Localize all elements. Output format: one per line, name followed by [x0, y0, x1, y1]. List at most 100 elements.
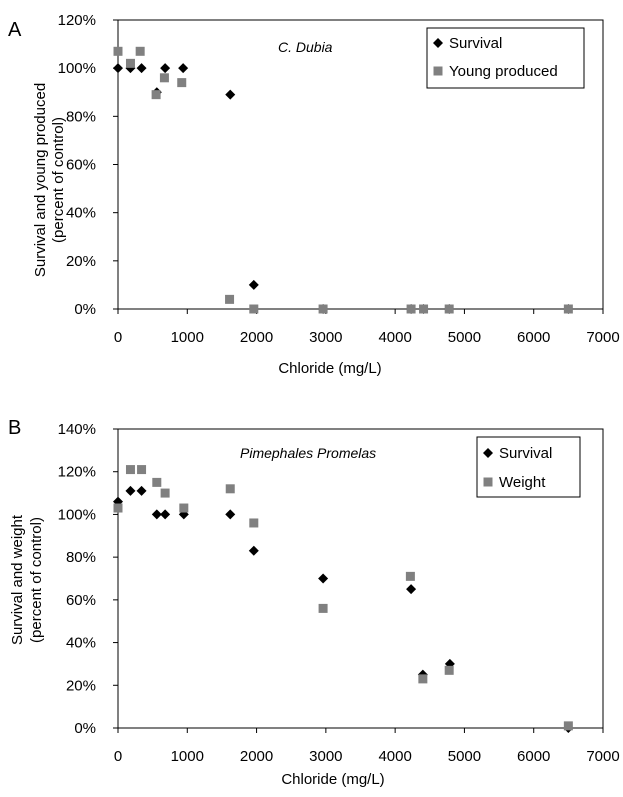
legend-marker-survival-a: [433, 38, 443, 48]
point-survival-b: [160, 509, 171, 520]
species-annotation-a: C. Dubia: [278, 39, 333, 55]
y-tick-label-a: 40%: [66, 205, 96, 222]
data-points-a: [113, 46, 574, 314]
legend-box-a: [426, 27, 585, 89]
point-survival-b: [178, 509, 189, 520]
x-tick-label-a: 0: [114, 329, 122, 346]
panel-label-a: A: [8, 19, 22, 41]
point-young-produced-a: [159, 73, 169, 83]
point-survival-a: [160, 63, 171, 74]
point-survival-b: [406, 584, 417, 595]
point-weight-b: [318, 603, 328, 613]
point-survival-a: [125, 63, 136, 74]
point-survival-b: [136, 485, 147, 496]
x-tick-label-a: 4000: [378, 329, 411, 346]
y-ticks-b: 0% 20% 40% 60% 80% 100% 120% 140%: [58, 421, 118, 737]
point-weight-b: [405, 571, 415, 581]
y-tick-label-b: 40%: [66, 635, 96, 652]
point-young-produced-a: [406, 304, 416, 314]
point-young-produced-a: [135, 46, 145, 56]
chart-a: A 0% 20% 40% 60% 80% 100% 120% 0 1000 2000 3000 40…: [8, 12, 620, 377]
y-tick-label-a: 20%: [66, 253, 96, 270]
point-young-produced-a: [444, 304, 454, 314]
point-weight-b: [160, 488, 170, 498]
point-survival-a: [248, 279, 259, 290]
x-tick-label-b: 5000: [448, 748, 481, 765]
data-points-b: [113, 465, 574, 733]
x-tick-label-b: 6000: [517, 748, 550, 765]
legend-label-survival-b: Survival: [499, 445, 552, 462]
x-tick-label-a: 5000: [448, 329, 481, 346]
legend-marker-survival-b: [483, 448, 493, 458]
point-weight-b: [418, 674, 428, 684]
y-tick-label-a: 60%: [66, 157, 96, 174]
x-tick-label-b: 1000: [171, 748, 204, 765]
x-ticks-a: 0 1000 2000 3000 4000 5000 6000 7000: [114, 309, 620, 346]
point-weight-b: [113, 503, 123, 513]
legend-marker-young-produced-a: [433, 66, 443, 76]
point-weight-b: [225, 484, 235, 494]
y-tick-label-a: 0%: [74, 301, 96, 318]
point-young-produced-a: [225, 294, 235, 304]
x-tick-label-a: 2000: [240, 329, 273, 346]
point-survival-b: [318, 573, 329, 584]
legend-b: Survival Weight: [483, 445, 552, 491]
legend-marker-weight-b: [483, 477, 493, 487]
chart-b: B 0% 20% 40% 60% 80% 100% 120% 140% 0 1000 2000 30…: [8, 417, 620, 788]
x-axis-title-a: Chloride (mg/L): [278, 360, 381, 377]
y-tick-label-a: 120%: [58, 12, 96, 29]
point-weight-b: [249, 518, 259, 528]
x-tick-label-a: 7000: [586, 329, 619, 346]
y-tick-label-b: 100%: [58, 506, 96, 523]
point-young-produced-a: [419, 304, 429, 314]
plot-area-b: [117, 428, 604, 729]
point-young-produced-a: [113, 46, 123, 56]
legend-a: Survival Young produced: [433, 35, 558, 80]
point-young-produced-a: [249, 304, 259, 314]
x-ticks-b: 0 1000 2000 3000 4000 5000 6000 7000: [114, 728, 620, 765]
legend-label-survival-a: Survival: [449, 35, 502, 52]
legend-box-b: [476, 436, 581, 498]
x-tick-label-b: 7000: [586, 748, 619, 765]
point-weight-b: [152, 477, 162, 487]
panel-label-b: B: [8, 417, 21, 439]
point-young-produced-a: [151, 90, 161, 100]
y-tick-label-b: 140%: [58, 421, 96, 438]
point-young-produced-a: [318, 304, 328, 314]
legend-label-young-produced-a: Young produced: [449, 63, 558, 80]
y-tick-label-b: 20%: [66, 677, 96, 694]
y-tick-label-b: 0%: [74, 720, 96, 737]
x-tick-label-a: 3000: [309, 329, 342, 346]
species-annotation-b: Pimephales Promelas: [240, 445, 376, 461]
point-weight-b: [563, 721, 573, 731]
y-axis-title-b-line1: Survival and weight: [9, 514, 26, 645]
x-tick-label-b: 2000: [240, 748, 273, 765]
y-tick-label-b: 80%: [66, 549, 96, 566]
point-survival-a: [225, 89, 236, 100]
point-survival-b: [248, 545, 259, 556]
x-tick-label-a: 6000: [517, 329, 550, 346]
legend-label-weight-b: Weight: [499, 474, 546, 491]
y-tick-label-b: 120%: [58, 464, 96, 481]
y-tick-label-a: 100%: [58, 60, 96, 77]
point-survival-a: [178, 63, 189, 74]
point-survival-a: [136, 63, 147, 74]
point-weight-b: [137, 465, 147, 475]
point-young-produced-a: [125, 58, 135, 68]
x-axis-title-b: Chloride (mg/L): [281, 771, 384, 788]
x-tick-label-b: 0: [114, 748, 122, 765]
y-axis-title-a-line1: Survival and young produced: [32, 83, 49, 277]
point-young-produced-a: [177, 78, 187, 88]
point-survival-b: [225, 509, 236, 520]
y-ticks-a: 0% 20% 40% 60% 80% 100% 120%: [58, 12, 118, 318]
point-young-produced-a: [563, 304, 573, 314]
y-axis-title-b-line2: (percent of control): [28, 517, 45, 643]
point-survival-b: [125, 485, 136, 496]
point-weight-b: [125, 465, 135, 475]
y-tick-label-b: 60%: [66, 592, 96, 609]
x-tick-label-b: 3000: [309, 748, 342, 765]
point-survival-a: [113, 63, 123, 74]
point-survival-b: [151, 509, 162, 520]
x-tick-label-a: 1000: [171, 329, 204, 346]
y-tick-label-a: 80%: [66, 108, 96, 125]
